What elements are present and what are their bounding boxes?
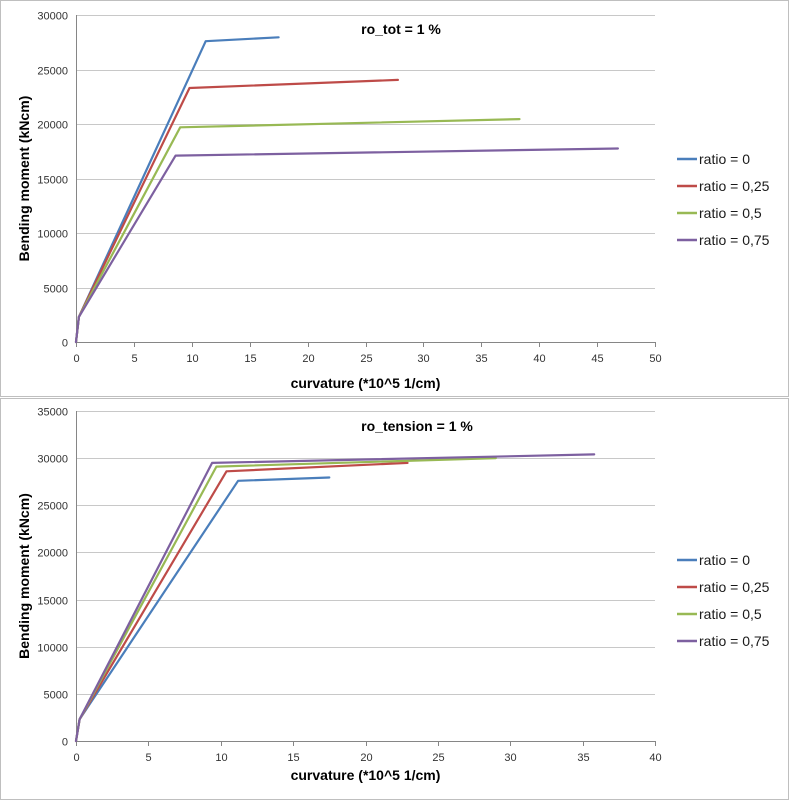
y-tick-label: 10000 [37, 229, 68, 241]
series-line [74, 461, 409, 743]
x-tick-label: 40 [533, 353, 545, 365]
chart-title: ro_tension = 1 % [361, 418, 473, 434]
legend-label: ratio = 0,5 [699, 606, 762, 622]
chart-legend: ratio = 0 ratio = 0,25 ratio = 0,5 ratio = … [677, 552, 770, 649]
x-tick-label: 30 [504, 752, 516, 764]
x-tick-label: 25 [432, 752, 444, 764]
chart-legend: ratio = 0 ratio = 0,25 ratio = 0,5 ratio = … [677, 151, 770, 248]
x-tick-label: 0 [73, 353, 79, 365]
y-tick-label: 35000 [37, 407, 68, 419]
legend-label: ratio = 0,75 [699, 232, 770, 248]
y-tick-label: 5000 [44, 284, 68, 296]
legend-label: ratio = 0 [699, 151, 750, 167]
series-line [74, 456, 497, 743]
x-tick-label: 50 [649, 353, 661, 365]
series-line [74, 147, 620, 344]
x-tick-label: 0 [73, 752, 79, 764]
chart-svg: 0 5000 10000 15000 20000 25000 30000 0 5 10 15 20 25… [16, 11, 770, 392]
x-tick-label: 40 [649, 752, 661, 764]
x-tick-label: 25 [360, 353, 372, 365]
legend-label: ratio = 0 [699, 552, 750, 568]
series-line [74, 117, 521, 344]
y-tick-label: 25000 [37, 501, 68, 513]
series-line [74, 78, 399, 344]
legend-label: ratio = 0,25 [699, 579, 770, 595]
series-line [74, 476, 331, 743]
y-tick-label: 15000 [37, 596, 68, 608]
y-axis-title: Bending moment (kNcm) [16, 96, 32, 262]
x-tick-label: 35 [475, 353, 487, 365]
x-tick-label: 45 [591, 353, 603, 365]
x-tick-label: 10 [186, 353, 198, 365]
chart-title: ro_tot = 1 % [361, 21, 441, 37]
x-tick-label: 15 [244, 353, 256, 365]
legend-label: ratio = 0,75 [699, 633, 770, 649]
x-tick-label: 5 [145, 752, 151, 764]
x-tick-label: 20 [302, 353, 314, 365]
y-tick-label: 30000 [37, 11, 68, 23]
y-tick-label: 15000 [37, 175, 68, 187]
y-tick-label: 0 [62, 338, 68, 350]
y-tick-label: 20000 [37, 548, 68, 560]
y-tick-label: 30000 [37, 454, 68, 466]
bending-moment-chart-ro-tot: 0 5000 10000 15000 20000 25000 30000 0 5 10 15 20 25… [0, 0, 789, 397]
series-line [74, 453, 596, 743]
y-tick-label: 0 [62, 737, 68, 749]
x-tick-label: 5 [131, 353, 137, 365]
y-tick-label: 5000 [44, 690, 68, 702]
x-tick-label: 10 [215, 752, 227, 764]
x-axis-title: curvature (*10^5 1/cm) [291, 375, 441, 391]
x-tick-label: 15 [287, 752, 299, 764]
x-axis-title: curvature (*10^5 1/cm) [291, 767, 441, 783]
x-tick-label: 35 [577, 752, 589, 764]
series-line [74, 36, 280, 344]
x-tick-label: 30 [417, 353, 429, 365]
legend-label: ratio = 0,25 [699, 178, 770, 194]
y-axis-title: Bending moment (kNcm) [16, 493, 32, 659]
x-tick-label: 20 [360, 752, 372, 764]
y-tick-label: 20000 [37, 120, 68, 132]
legend-label: ratio = 0,5 [699, 205, 762, 221]
bending-moment-chart-ro-tension: 0 5000 10000 15000 20000 25000 30000 35000 0 5 10 1… [0, 398, 789, 800]
chart-svg: 0 5000 10000 15000 20000 25000 30000 35000 0 5 10 1… [16, 407, 770, 784]
y-tick-label: 10000 [37, 643, 68, 655]
y-tick-label: 25000 [37, 66, 68, 78]
